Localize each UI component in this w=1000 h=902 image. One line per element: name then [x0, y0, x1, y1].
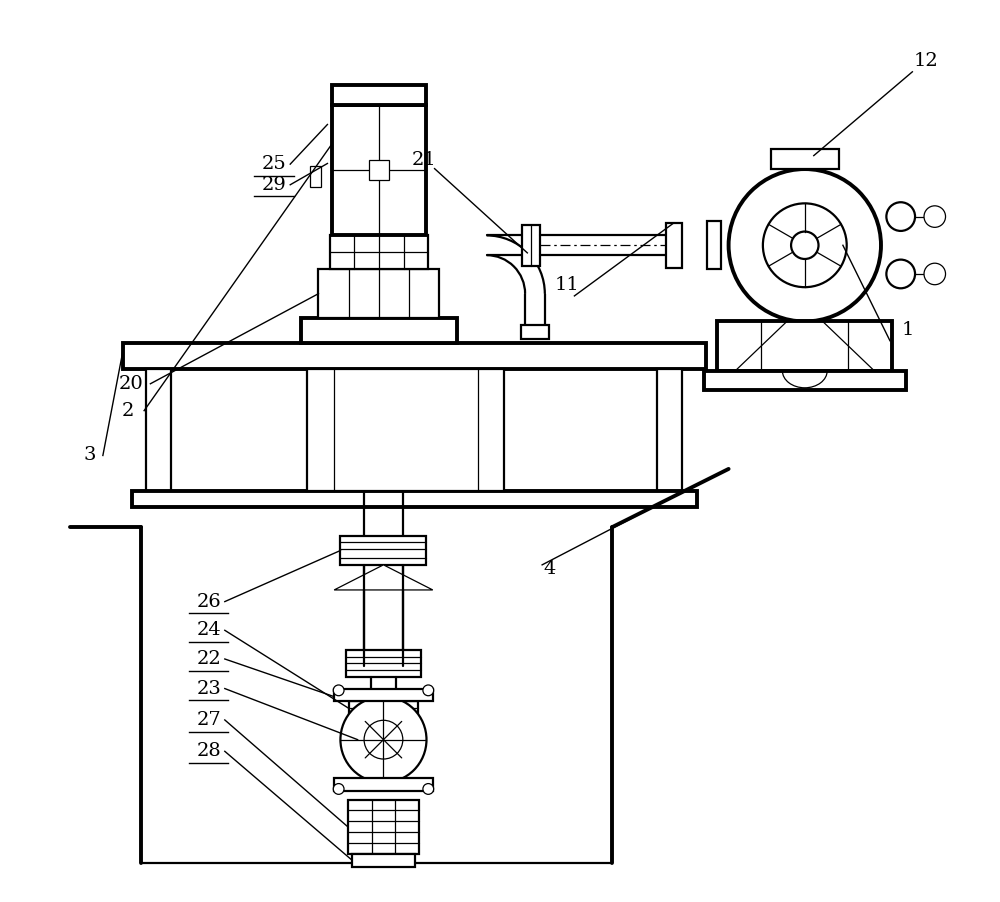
Bar [704, 371, 906, 391]
Bar [332, 105, 426, 235]
Bar [301, 318, 457, 344]
Circle shape [423, 685, 434, 695]
Bar [307, 369, 504, 492]
Text: 12: 12 [913, 52, 938, 70]
Circle shape [924, 263, 946, 285]
Text: 21: 21 [411, 151, 436, 169]
Bar [346, 650, 421, 676]
Bar [717, 321, 892, 371]
Bar [369, 160, 389, 179]
Circle shape [791, 232, 819, 259]
Bar [310, 166, 321, 188]
Circle shape [340, 696, 426, 783]
Text: 24: 24 [196, 621, 221, 640]
Bar [348, 421, 419, 446]
Bar [334, 778, 433, 791]
Circle shape [886, 202, 915, 231]
Text: 22: 22 [196, 650, 221, 668]
Bar [657, 369, 682, 492]
Bar [522, 225, 540, 266]
Text: 28: 28 [196, 742, 221, 760]
Text: 23: 23 [196, 679, 221, 697]
Circle shape [423, 784, 434, 795]
Circle shape [333, 685, 344, 695]
Circle shape [924, 206, 946, 227]
Bar [349, 694, 418, 713]
Text: 4: 4 [543, 560, 555, 578]
Bar [707, 221, 721, 270]
Bar [771, 150, 839, 169]
Bar [348, 800, 419, 853]
Text: 25: 25 [262, 155, 286, 173]
Text: 1: 1 [902, 321, 914, 339]
Circle shape [364, 721, 403, 759]
Bar [330, 235, 428, 269]
Text: 27: 27 [196, 711, 221, 729]
Text: 29: 29 [262, 176, 287, 194]
Bar [666, 223, 682, 268]
Circle shape [886, 260, 915, 289]
Bar [340, 536, 426, 565]
Text: 11: 11 [555, 276, 580, 294]
Circle shape [763, 203, 847, 287]
Text: 2: 2 [122, 401, 134, 419]
Bar [132, 492, 697, 508]
Polygon shape [334, 565, 433, 590]
Bar [332, 86, 426, 105]
Text: 26: 26 [196, 593, 221, 611]
Bar [318, 269, 439, 318]
Text: 3: 3 [83, 446, 96, 465]
Bar [352, 853, 415, 867]
Bar [146, 369, 171, 492]
Bar [123, 344, 706, 369]
Bar [521, 326, 549, 339]
Text: 20: 20 [118, 374, 143, 392]
Bar [334, 688, 433, 701]
Circle shape [333, 784, 344, 795]
Circle shape [729, 169, 881, 321]
